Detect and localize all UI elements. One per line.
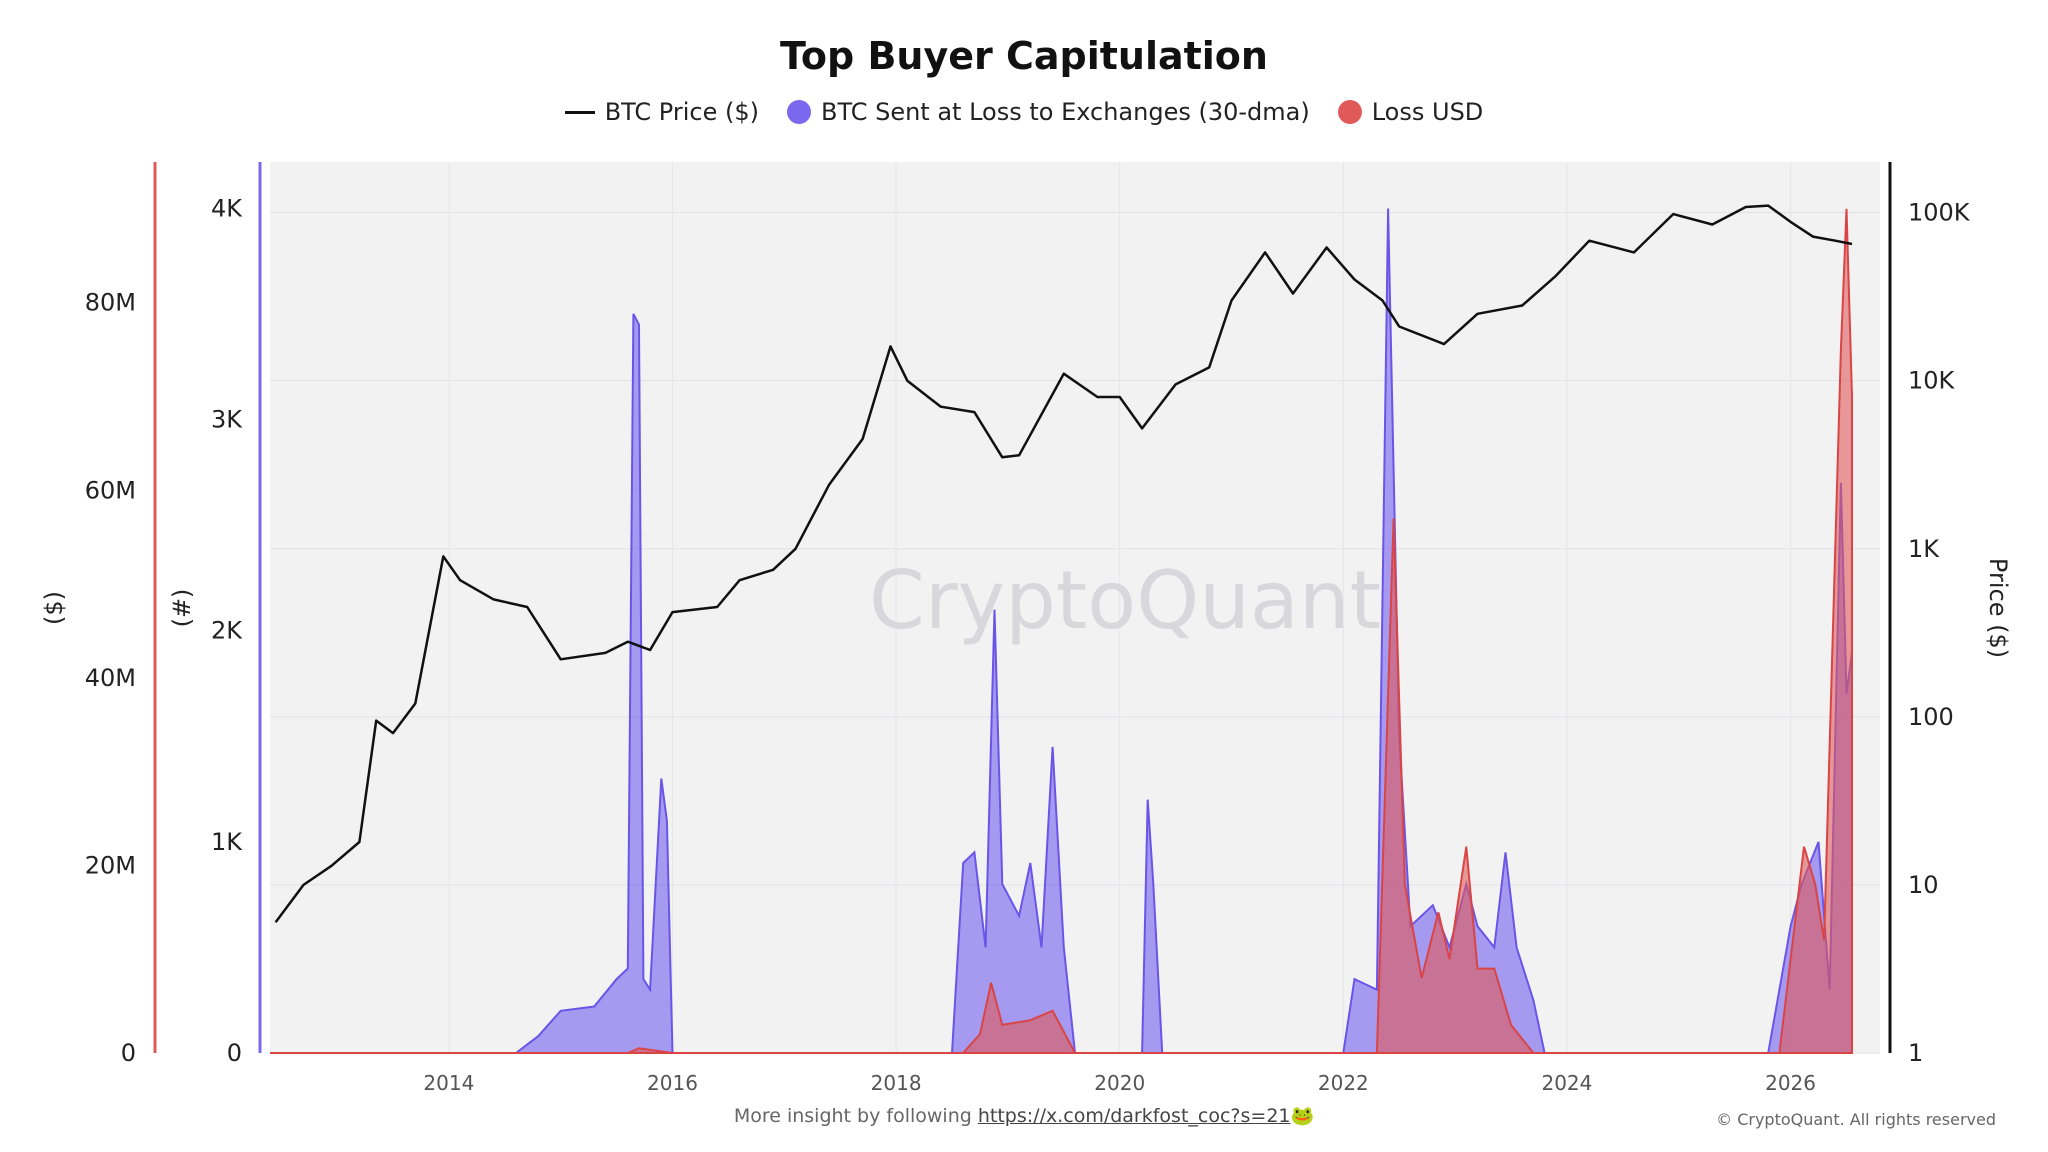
tick-label-x: 2016: [647, 1071, 698, 1095]
legend: BTC Price ($) BTC Sent at Loss to Exchan…: [0, 98, 2048, 126]
tick-label-loss-usd: 60M: [85, 476, 136, 504]
legend-item-btc-price[interactable]: BTC Price ($): [564, 98, 759, 126]
plot-area: [270, 162, 1880, 1053]
tick-label-price: 1: [1908, 1039, 1923, 1067]
footer-link[interactable]: https://x.com/darkfost_coc?s=21: [977, 1105, 1291, 1127]
watermark: CryptoQuant: [869, 554, 1381, 647]
tick-label-btc-sent: 2K: [211, 617, 243, 645]
tick-label-loss-usd: 40M: [85, 664, 136, 692]
legend-label-btc-sent: BTC Sent at Loss to Exchanges (30-dma): [820, 98, 1310, 126]
tick-label-x: 2018: [871, 1071, 922, 1095]
frog-emoji-icon: 🐸: [1290, 1105, 1315, 1127]
tick-label-btc-sent: 3K: [211, 406, 243, 434]
legend-line-marker: [564, 110, 595, 114]
axis-title-btc-sent: (#): [168, 589, 196, 628]
legend-label-btc-price: BTC Price ($): [604, 98, 759, 126]
tick-label-x: 2024: [1541, 1071, 1592, 1095]
legend-item-loss-usd[interactable]: Loss USD: [1337, 98, 1484, 126]
tick-label-btc-sent: 4K: [211, 194, 243, 222]
tick-label-price: 10K: [1908, 367, 1956, 395]
tick-label-loss-usd: 80M: [85, 289, 136, 317]
tick-label-price: 10: [1908, 871, 1939, 899]
legend-dot-marker: [786, 100, 811, 124]
axis-title-price: Price ($): [1984, 558, 2012, 658]
tick-label-price: 1K: [1908, 535, 1940, 563]
copyright: © CryptoQuant. All rights reserved: [1716, 1110, 1996, 1129]
series-btc-price-line: [274, 204, 1853, 923]
footer: More insight by following https://x.com/…: [0, 1104, 2048, 1127]
tick-label-x: 2020: [1094, 1071, 1145, 1095]
legend-dot-marker: [1337, 100, 1362, 124]
tick-label-loss-usd: 0: [121, 1039, 136, 1067]
footer-text: More insight by following: [733, 1105, 972, 1127]
tick-label-loss-usd: 20M: [85, 851, 136, 879]
tick-label-btc-sent: 0: [227, 1039, 242, 1067]
legend-item-btc-sent[interactable]: BTC Sent at Loss to Exchanges (30-dma): [786, 98, 1310, 126]
series-loss-usd-area: [270, 208, 1853, 1054]
tick-label-btc-sent: 1K: [211, 828, 243, 856]
tick-label-price: 100: [1908, 703, 1954, 731]
tick-label-x: 2022: [1318, 1071, 1369, 1095]
legend-label-loss-usd: Loss USD: [1371, 98, 1484, 126]
axis-title-loss-usd: ($): [40, 591, 68, 625]
tick-label-x: 2014: [423, 1071, 474, 1095]
chart-title: Top Buyer Capitulation: [780, 34, 1268, 78]
tick-label-price: 100K: [1908, 199, 1971, 227]
tick-label-x: 2026: [1765, 1071, 1816, 1095]
